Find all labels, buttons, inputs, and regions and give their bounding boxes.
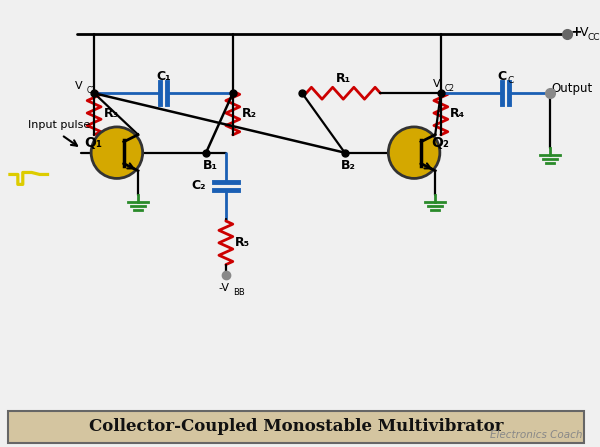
Text: Electronics Coach: Electronics Coach — [490, 430, 583, 440]
Circle shape — [91, 127, 143, 178]
Text: +: + — [571, 25, 582, 39]
Text: B₂: B₂ — [341, 159, 356, 172]
Text: B₁: B₁ — [203, 159, 218, 172]
Text: R₃: R₃ — [103, 106, 119, 119]
Text: BB: BB — [233, 288, 245, 297]
Text: C: C — [497, 70, 507, 83]
Text: -V: -V — [218, 283, 229, 293]
Text: C₁: C₁ — [156, 70, 171, 83]
Text: Output: Output — [551, 82, 592, 95]
FancyBboxPatch shape — [8, 411, 584, 443]
Text: V: V — [580, 26, 588, 39]
Text: C2: C2 — [445, 84, 455, 93]
Text: C₂: C₂ — [192, 179, 206, 192]
Text: R₄: R₄ — [450, 106, 465, 119]
Text: V: V — [74, 81, 82, 91]
Text: V: V — [433, 79, 440, 89]
Text: R₁: R₁ — [335, 72, 351, 85]
Text: C: C — [507, 76, 514, 85]
Text: C1: C1 — [86, 86, 96, 95]
Circle shape — [388, 127, 440, 178]
Text: Input pulse: Input pulse — [28, 120, 90, 130]
Text: R₅: R₅ — [235, 236, 250, 249]
Text: Q₂: Q₂ — [431, 136, 449, 150]
Text: Collector-Coupled Monostable Multivibrator: Collector-Coupled Monostable Multivibrat… — [89, 417, 503, 434]
Text: R₂: R₂ — [242, 106, 257, 119]
Text: Q₁: Q₁ — [84, 136, 102, 150]
Text: CC: CC — [587, 33, 600, 42]
